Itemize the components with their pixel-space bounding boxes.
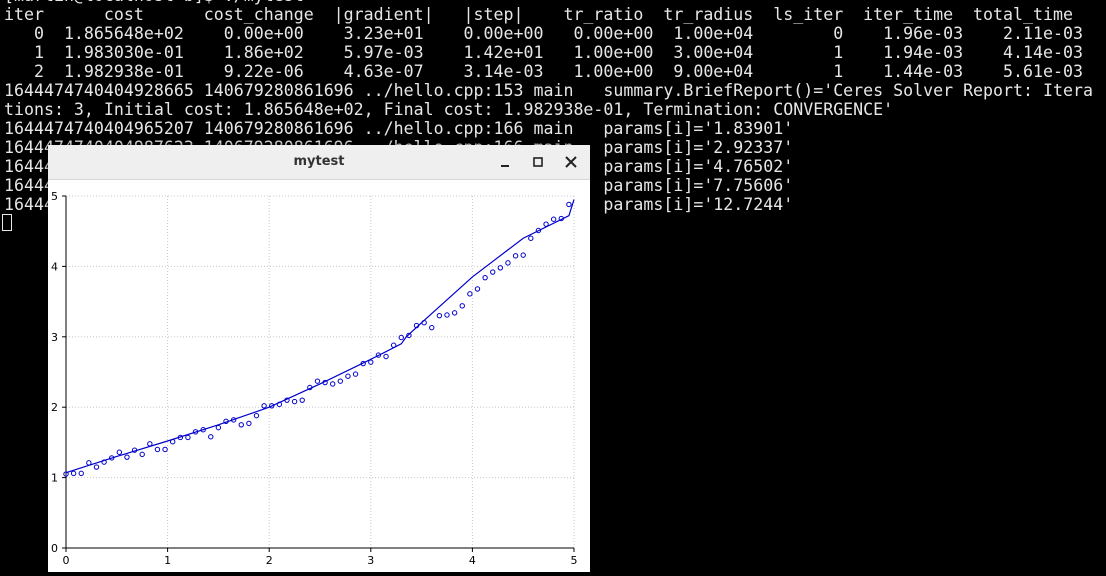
data-point [124, 454, 130, 460]
data-point [352, 371, 359, 377]
terminal-line: 1 1.983030e-01 1.86e+02 5.97e-03 1.42e+0… [4, 43, 1083, 62]
data-point [291, 398, 298, 405]
data-point [398, 334, 404, 341]
data-point [566, 201, 572, 208]
data-point [154, 446, 161, 453]
data-point [383, 353, 389, 360]
data-point [482, 274, 488, 281]
data-point [375, 352, 382, 358]
data-point [238, 422, 244, 428]
y-tick-label: 3 [51, 331, 58, 344]
x-tick-label: 1 [164, 554, 171, 567]
data-point [535, 227, 542, 234]
terminal-line: 0 1.865648e+02 0.00e+00 3.23e+01 0.00e+0… [4, 24, 1083, 43]
terminal-line: iter cost cost_change |gradient| |step| … [4, 5, 1073, 24]
data-point [505, 260, 511, 266]
data-point [162, 446, 168, 453]
x-tick-label: 2 [266, 554, 273, 567]
data-point [528, 235, 534, 241]
data-point [467, 291, 473, 297]
data-point [406, 332, 412, 339]
terminal-line: 16444 params[i]='7.75606' [4, 176, 794, 195]
data-point [429, 324, 435, 331]
plot: 0 1 2 3 4 5 0 1 2 3 4 5 [51, 190, 578, 567]
data-point [497, 265, 504, 271]
data-point [314, 378, 321, 384]
data-point [490, 269, 496, 275]
x-tick-label: 0 [63, 554, 70, 567]
data-point [330, 381, 336, 387]
data-point [337, 378, 344, 384]
terminal-line: 2 1.982938e-01 9.22e-06 4.63e-07 3.14e-0… [4, 62, 1083, 81]
data-point [208, 434, 214, 440]
data-point [345, 373, 351, 379]
data-point [474, 286, 481, 292]
close-button[interactable] [560, 151, 582, 173]
data-point [116, 449, 123, 455]
terminal-line: [martin@localhost b]$ ./mytest [4, 0, 1106, 5]
data-point [269, 403, 275, 409]
terminal: [martin@localhost b]$ ./mytestiter cost … [4, 0, 1106, 214]
data-point [299, 397, 305, 403]
data-point [139, 451, 145, 458]
window-title: mytest [293, 154, 345, 169]
cursor [2, 214, 12, 231]
data-point [93, 464, 100, 470]
data-point [261, 403, 267, 409]
data-point [459, 303, 465, 309]
y-tick-label: 4 [51, 260, 58, 273]
data-point [185, 434, 191, 441]
terminal-line: 1644474740404928665 140679280861696 ../h… [4, 81, 1093, 100]
data-point [253, 412, 260, 419]
data-point [246, 420, 252, 427]
data-point [451, 310, 458, 316]
x-tick-label: 4 [469, 554, 476, 567]
terminal-line: tions: 3, Initial cost: 1.865648e+02, Fi… [4, 100, 894, 119]
data-point [512, 253, 519, 259]
fit-line [65, 199, 575, 474]
data-point [63, 471, 69, 477]
terminal-line: 16444 params[i]='12.7244' [4, 195, 794, 214]
data-point [436, 312, 443, 319]
data-point [444, 312, 450, 318]
y-tick-label: 1 [51, 472, 58, 485]
data-point [78, 470, 84, 477]
plot-window: mytest 0 1 2 3 4 5 0 1 2 3 4 5 [48, 145, 590, 572]
data-point [520, 252, 526, 258]
data-point [215, 424, 222, 431]
terminal-line: 16444 params[i]='4.76502' [4, 157, 794, 176]
minimize-button[interactable] [494, 151, 516, 173]
y-tick-label: 0 [51, 542, 58, 555]
x-tick-label: 3 [367, 554, 374, 567]
maximize-button[interactable] [527, 151, 549, 173]
title-bar: mytest [48, 145, 590, 180]
data-point [70, 470, 77, 477]
y-tick-label: 2 [51, 401, 58, 414]
data-point [200, 427, 206, 433]
data-point [550, 216, 557, 222]
y-tick-label: 5 [51, 190, 58, 203]
x-tick-label: 5 [571, 554, 578, 567]
terminal-line: 1644474740404965207 140679280861696 ../h… [4, 119, 794, 138]
